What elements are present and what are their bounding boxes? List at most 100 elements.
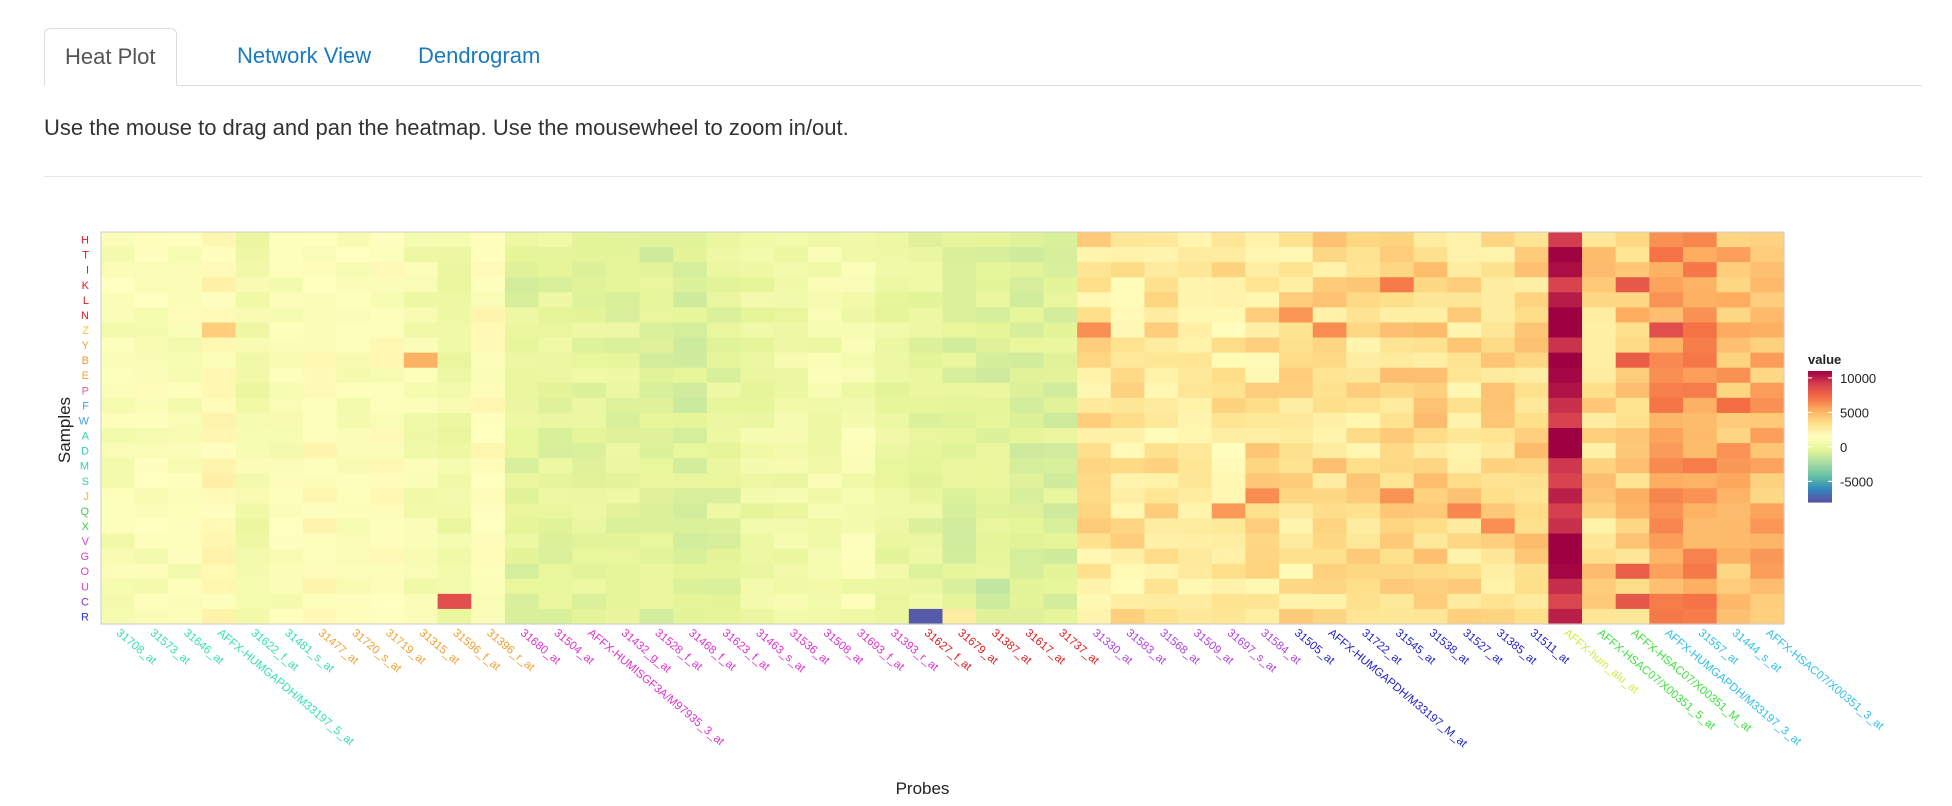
heatmap-cell <box>1750 307 1785 324</box>
heatmap-cell <box>168 593 203 610</box>
heatmap-cell <box>1514 608 1549 625</box>
heatmap-cell <box>437 548 472 565</box>
heatmap-cell <box>201 277 237 293</box>
heatmap-cell <box>504 292 540 308</box>
heatmap-cell <box>1279 443 1314 459</box>
heatmap-cell <box>1716 473 1751 489</box>
heatmap-cell <box>1346 262 1381 278</box>
heatmap-cell <box>1110 473 1146 489</box>
heatmap-cell <box>1144 292 1179 308</box>
heatmap-cell <box>1582 548 1617 565</box>
heatmap-cell <box>875 488 910 504</box>
heatmap-cell <box>605 412 641 429</box>
heatmap-cell <box>1043 518 1078 535</box>
heatmap-cell <box>807 503 843 520</box>
heatmap-cell <box>1750 322 1785 339</box>
heatmap-cell <box>908 608 944 625</box>
heatmap-cell <box>269 397 304 414</box>
heatmap-cell <box>1413 443 1448 459</box>
heatmap-cell <box>1211 232 1247 248</box>
sample-label: T <box>82 250 89 262</box>
heatmap-cell <box>942 578 977 595</box>
heatmap-cell <box>370 533 405 550</box>
heatmap-cell <box>706 412 742 429</box>
heatmap-cell <box>1245 533 1280 550</box>
heatmap-cell <box>942 518 977 535</box>
heatmap-cell <box>908 277 944 293</box>
heatmap-cell <box>1110 232 1146 248</box>
heatmap-cell <box>201 548 237 565</box>
heatmap-cell <box>706 277 742 293</box>
heatmap-cell <box>572 503 607 520</box>
heatmap-cell <box>807 262 843 278</box>
heatmap-cell <box>706 367 742 384</box>
heatmap-cell <box>1077 443 1112 459</box>
heatmap-cell <box>1144 593 1179 610</box>
heatmap-cell <box>572 292 607 308</box>
heatmap-cell <box>538 518 573 535</box>
heatmap-cell <box>269 428 304 444</box>
heatmap-cell <box>302 428 338 444</box>
heatmap-cell <box>1649 608 1684 625</box>
heatmap-cell <box>605 458 641 474</box>
heatmap-cell <box>1716 578 1751 595</box>
heatmap-cell <box>1683 247 1718 263</box>
tab-network-view[interactable]: Network View <box>237 43 372 68</box>
heatmap-cell <box>1750 397 1785 414</box>
heatmap-cell <box>1514 292 1549 308</box>
heatmap-cell <box>437 608 472 625</box>
heatmap-cell <box>1043 458 1078 474</box>
heatmap-cell <box>101 382 136 399</box>
heatmap-cell <box>1716 307 1751 324</box>
heatmap-cell <box>235 292 270 308</box>
heatmap-cell <box>538 277 573 293</box>
heatmap-cell <box>740 292 775 308</box>
heatmap-cell <box>1245 277 1280 293</box>
heatmap-cell <box>875 352 910 369</box>
tab-heat-plot[interactable]: Heat Plot <box>44 28 177 86</box>
heatmap-cell <box>1750 367 1785 384</box>
heatmap-cell <box>639 397 674 414</box>
heatmap-cell <box>504 337 540 354</box>
heatmap-cell <box>1481 563 1516 580</box>
sample-label: R <box>81 612 89 624</box>
heatmap-cell <box>908 563 944 580</box>
heatmap-cell <box>201 352 237 369</box>
heatmap-cell <box>1279 533 1314 550</box>
heatmap-cell <box>706 488 742 504</box>
heatmap-cell <box>1447 503 1482 520</box>
heatmap-cell <box>774 382 809 399</box>
heatmap-cell <box>706 593 742 610</box>
heatmap-cell <box>101 548 136 565</box>
heatmap-cell <box>1245 548 1280 565</box>
heatmap-cell <box>706 382 742 399</box>
heatmap-cell <box>1312 518 1348 535</box>
heatmap-cell <box>302 247 338 263</box>
heatmap-cell <box>1683 412 1718 429</box>
heatmap-cell <box>1380 488 1415 504</box>
heatmap-cell <box>807 593 843 610</box>
heatmap-cell <box>908 428 944 444</box>
heatmap-cell <box>572 428 607 444</box>
heatmap-cell <box>807 352 843 369</box>
heatmap-cell <box>1178 488 1213 504</box>
heatmap-cell <box>1043 307 1078 324</box>
heatmap-cell <box>1279 518 1314 535</box>
heatmap-cell <box>1211 563 1247 580</box>
heatmap-cell <box>1548 428 1583 444</box>
heatmap-cell <box>1548 322 1583 339</box>
heatmap-cell <box>101 503 136 520</box>
heatmap-cell <box>1548 367 1583 384</box>
heatmap-cell <box>706 473 742 489</box>
heatmap-cell <box>572 307 607 324</box>
heatmap-cell <box>101 247 136 263</box>
heatmap-cell <box>1447 578 1482 595</box>
heatmap-cell <box>1750 428 1785 444</box>
tab-dendrogram[interactable]: Dendrogram <box>418 43 541 68</box>
heatmap-cell <box>1144 428 1179 444</box>
heatmap-cell <box>639 292 674 308</box>
heatmap-cell <box>101 578 136 595</box>
heatmap-cell <box>403 533 439 550</box>
heatmap-cell <box>1615 262 1650 278</box>
